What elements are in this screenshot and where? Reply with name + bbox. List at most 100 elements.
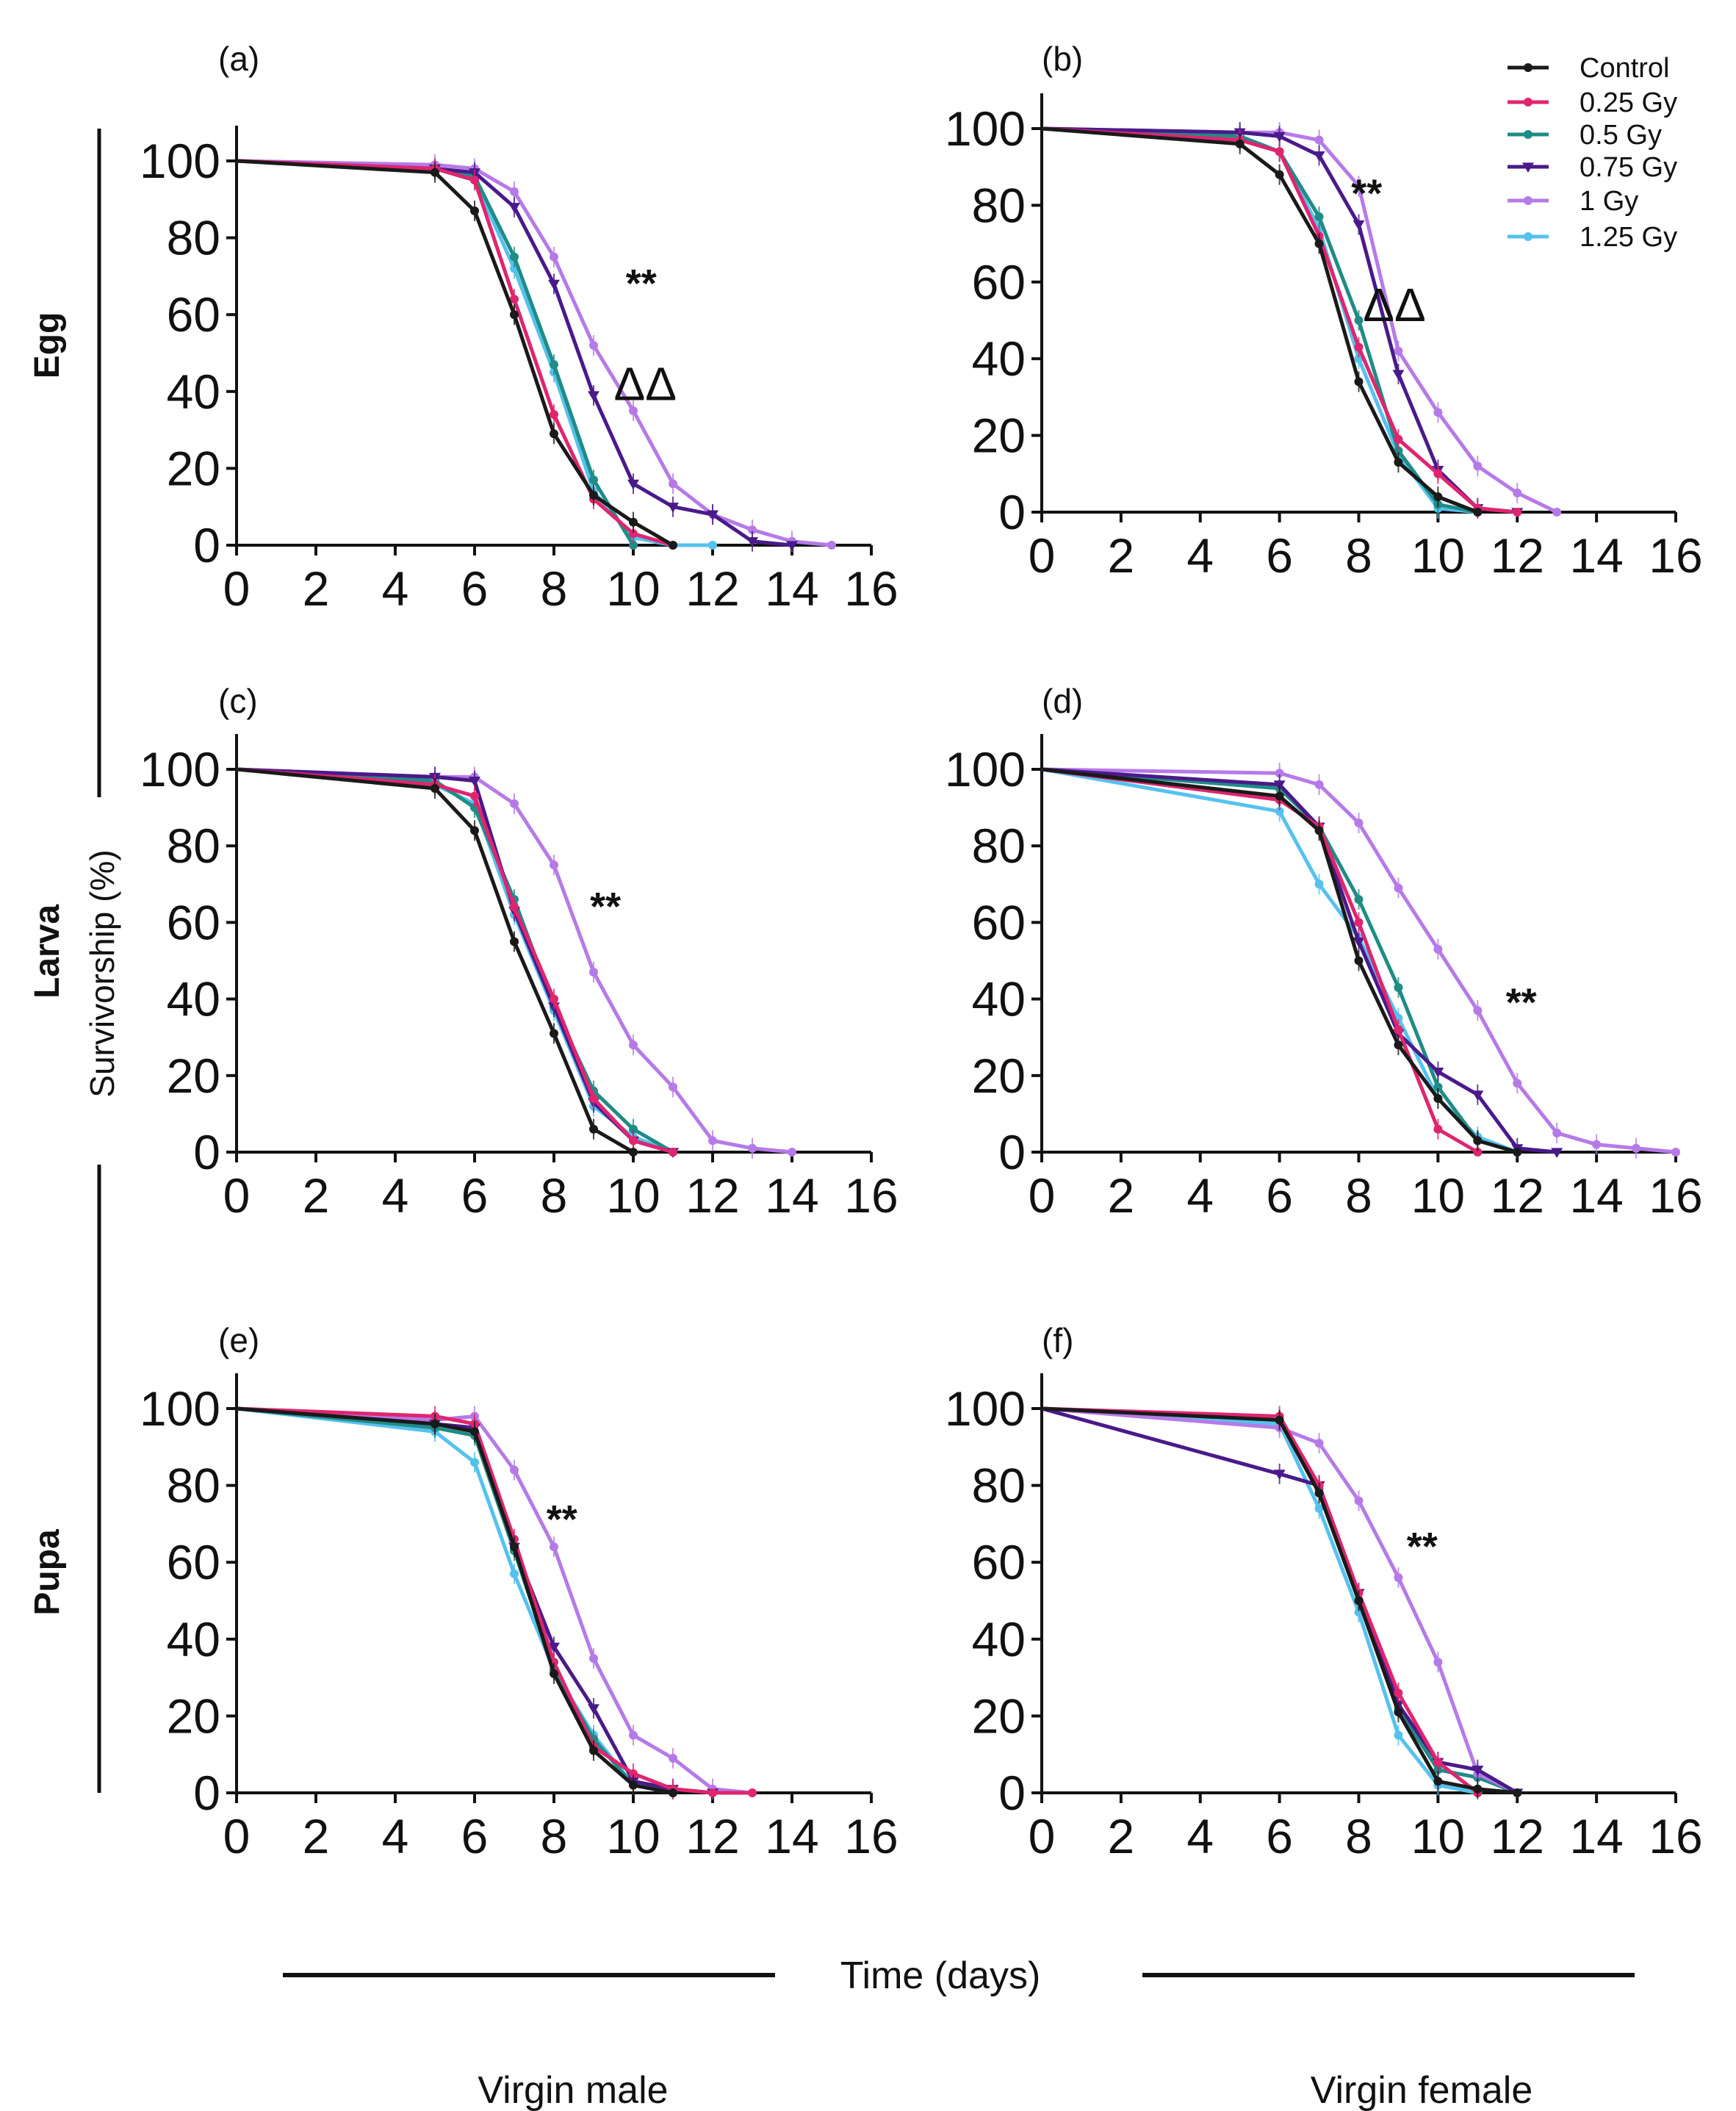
x-tick-label-d-4: 4: [1186, 1168, 1214, 1223]
point-f-1-gy-8: [1354, 1496, 1364, 1506]
panel-label-f: (f): [1042, 1321, 1073, 1359]
point-a-0-25-gy-6: [470, 176, 479, 185]
x-tick-label-b-6: 6: [1266, 528, 1293, 583]
x-tick-label-f-2: 2: [1108, 1809, 1135, 1863]
legend-item-0-25-gy: 0.25 Gy: [1508, 87, 1677, 118]
point-a-0-75-gy-7: [508, 203, 520, 213]
point-f-control-12: [1513, 1788, 1522, 1797]
point-d-0-75-gy-13: [1551, 1148, 1563, 1158]
x-tick-label-b-0: 0: [1029, 528, 1056, 583]
series-b-control: [1041, 126, 1483, 517]
legend-item-1-gy: 1 Gy: [1508, 186, 1638, 217]
series-line-a-1-gy: [236, 159, 832, 547]
point-c-0-25-gy-8: [550, 994, 558, 1004]
annotation-b-1: ΔΔ: [1363, 278, 1426, 331]
point-b-1-gy-8: [1354, 181, 1364, 191]
point-b-0-25-gy-12: [1513, 508, 1522, 517]
y-tick-label-c-80: 80: [167, 819, 220, 873]
point-c-control-9: [589, 1124, 598, 1134]
y-tick-label-d-100: 100: [945, 742, 1026, 796]
panel-label-e: (e): [218, 1321, 259, 1359]
point-f-1-25-gy-7: [1314, 1503, 1324, 1513]
series-c-control: [236, 767, 638, 1157]
point-c-control-7: [510, 937, 519, 946]
point-b-0-25-gy-6: [1275, 147, 1284, 157]
series-c-0-25-gy: [236, 767, 677, 1157]
legend-label-1-gy: 1 Gy: [1580, 186, 1638, 217]
point-e-control-11: [669, 1788, 677, 1797]
series-line-a-0-25-gy: [236, 159, 674, 547]
point-c-0-25-gy-10: [629, 1136, 638, 1146]
y-tick-label-d-60: 60: [972, 895, 1026, 949]
point-b-0-75-gy-7: [1313, 151, 1325, 162]
series-line-d-control: [1041, 767, 1518, 1154]
legend: Control 0.25 Gy 0.5 Gy 0.75 Gy 1 Gy 1.25…: [1508, 53, 1677, 253]
y-tick-label-a-20: 20: [167, 441, 220, 495]
legend-marker-0-25-gy: [1524, 98, 1532, 107]
legend-item-0-75-gy: 0.75 Gy: [1508, 152, 1677, 183]
x-tick-label-d-6: 6: [1266, 1168, 1293, 1223]
point-a-control-7: [510, 310, 519, 320]
point-c-0-25-gy-7: [510, 902, 519, 912]
legend-marker-1-25-gy: [1524, 232, 1532, 241]
point-f-control-7: [1314, 1489, 1324, 1498]
row-label-larva: Larva: [28, 905, 67, 999]
x-tick-label-e-10: 10: [606, 1809, 660, 1863]
point-e-1-25-gy-7: [510, 1569, 519, 1578]
y-tick-label-f-0: 0: [998, 1766, 1026, 1820]
point-d-1-gy-9: [1394, 883, 1403, 893]
series-line-e-control: [236, 1406, 674, 1795]
point-c-1-gy-13: [748, 1143, 757, 1153]
x-tick-label-d-14: 14: [1569, 1168, 1623, 1223]
x-tick-label-b-14: 14: [1569, 528, 1623, 583]
y-tick-label-d-20: 20: [972, 1049, 1026, 1103]
point-a-0-75-gy-8: [548, 279, 560, 290]
point-a-1-gy-9: [589, 341, 598, 350]
point-d-1-gy-6: [1275, 769, 1284, 778]
point-b-control-6: [1275, 170, 1284, 179]
x-tick-label-c-16: 16: [844, 1168, 898, 1223]
column-label-virgin-male: Virgin male: [478, 2069, 668, 2111]
column-label-virgin-female: Virgin female: [1311, 2069, 1533, 2111]
point-c-1-gy-7: [510, 799, 519, 808]
x-tick-label-f-4: 4: [1186, 1809, 1214, 1863]
annotation-a-0: **: [626, 262, 657, 306]
annotation-e-0: **: [547, 1497, 577, 1542]
series-line-c-0-25-gy: [236, 767, 674, 1154]
y-tick-label-e-60: 60: [167, 1535, 220, 1589]
y-tick-label-e-40: 40: [167, 1612, 220, 1666]
point-d-1-gy-10: [1433, 944, 1443, 954]
y-tick-label-b-20: 20: [972, 409, 1026, 463]
annotation-f-0: **: [1407, 1525, 1438, 1569]
point-e-control-10: [629, 1780, 638, 1790]
y-tick-label-a-60: 60: [167, 287, 220, 342]
point-e-0-25-gy-12: [708, 1788, 717, 1797]
point-d-control-12: [1513, 1148, 1522, 1157]
point-e-0-75-gy-8: [548, 1642, 560, 1653]
legend-item-control: Control: [1508, 53, 1670, 84]
point-a-1-gy-15: [827, 541, 836, 550]
point-d-0-25-gy-11: [1473, 1148, 1483, 1157]
x-tick-label-b-4: 4: [1186, 528, 1214, 583]
series-line-d-1-gy: [1041, 767, 1676, 1154]
point-d-0-5-gy-10: [1433, 1082, 1443, 1092]
point-a-1-gy-7: [510, 187, 519, 196]
series-line-b-0-5-gy: [1041, 126, 1478, 514]
point-f-1-gy-10: [1433, 1658, 1443, 1667]
point-f-control-10: [1433, 1777, 1443, 1786]
y-tick-label-f-20: 20: [972, 1689, 1026, 1743]
point-d-1-gy-8: [1354, 818, 1364, 827]
x-tick-label-f-8: 8: [1345, 1809, 1372, 1863]
legend-marker-1-gy: [1524, 196, 1532, 205]
point-b-1-gy-13: [1552, 508, 1562, 517]
annotation-a-1: ΔΔ: [613, 357, 677, 410]
point-a-0-5-gy-10: [629, 541, 638, 550]
y-tick-label-e-20: 20: [167, 1689, 220, 1743]
point-a-0-75-gy-12: [707, 510, 718, 521]
point-a-control-6: [470, 206, 479, 215]
point-a-0-75-gy-13: [746, 537, 758, 547]
point-f-control-6: [1275, 1415, 1284, 1425]
